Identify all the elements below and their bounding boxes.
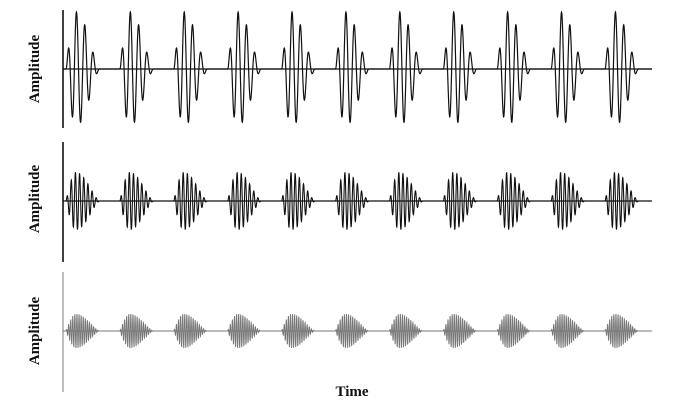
waveform-top (63, 10, 652, 124)
y-label-bottom: Amplitude (27, 296, 43, 365)
y-label-top: Amplitude (27, 34, 43, 103)
panel-bottom: Amplitude (27, 272, 652, 392)
x-label-time: Time (335, 384, 368, 400)
waveform-bottom (63, 313, 652, 349)
y-label-middle: Amplitude (27, 164, 43, 233)
waveform-middle (63, 171, 652, 230)
panel-top: Amplitude (27, 10, 652, 128)
panel-middle: Amplitude (27, 142, 652, 262)
